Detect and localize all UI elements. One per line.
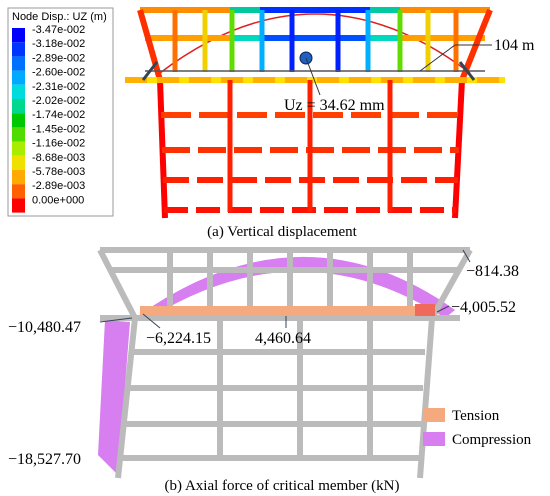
legend-swatch [12, 184, 25, 199]
legend-label: -1.16e-002 [32, 138, 85, 150]
displacement-structure [125, 7, 505, 219]
legend-swatch [423, 408, 445, 422]
legend-swatch [12, 127, 25, 142]
legend-label: -2.60e-002 [32, 67, 85, 79]
force-label: 4,460.64 [255, 330, 311, 347]
legend-label: -1.45e-002 [32, 123, 85, 135]
legend-label: -3.47e-002 [32, 24, 85, 36]
caption: (b) Axial force of critical member (kN) [165, 478, 400, 494]
legend-label: -3.18e-002 [32, 38, 85, 50]
legend-title: Node Disp.: UZ (m) [12, 11, 107, 23]
force-label: −814.38 [466, 263, 519, 280]
displacement-label: Uz = 34.62 mm [284, 97, 385, 114]
legend: Tension Compression [423, 408, 532, 448]
legend-swatch [12, 84, 25, 99]
caption: (a) Vertical displacement [207, 224, 357, 240]
legend-label: -2.02e-002 [32, 95, 85, 107]
force-label: −10,480.47 [8, 319, 81, 336]
force-label: −18,527.70 [8, 451, 81, 468]
legend-swatch [12, 141, 25, 156]
legend-label: Compression [452, 432, 532, 448]
legend-swatch [12, 155, 25, 170]
legend-swatch [12, 99, 25, 114]
span-label: 104 m [494, 37, 535, 54]
legend-label: -2.31e-002 [32, 81, 85, 93]
axial-force-structure [97, 247, 473, 479]
legend-swatch [12, 70, 25, 85]
force-label: −6,224.15 [146, 330, 211, 347]
force-label: −4,005.52 [451, 299, 516, 316]
legend-swatch [423, 432, 445, 446]
legend-label: Tension [452, 408, 500, 424]
legend-swatch [12, 198, 25, 213]
legend-label: 0.00e+000 [32, 194, 84, 206]
legend-swatch [12, 170, 25, 185]
legend-swatch [12, 42, 25, 57]
legend-label: -8.68e-003 [32, 152, 85, 164]
legend-label: -5.78e-003 [32, 166, 85, 178]
legend-box [7, 7, 114, 217]
legend-swatch [12, 113, 25, 128]
legend-label: -1.74e-002 [32, 109, 85, 121]
legend-swatch [12, 56, 25, 71]
legend-label: -2.89e-003 [32, 180, 85, 192]
legend: -3.47e-002 -3.18e-002 -2.89e-002 -2.60e-002… [12, 24, 85, 213]
legend-label: -2.89e-002 [32, 52, 85, 64]
legend-swatch [12, 28, 25, 43]
